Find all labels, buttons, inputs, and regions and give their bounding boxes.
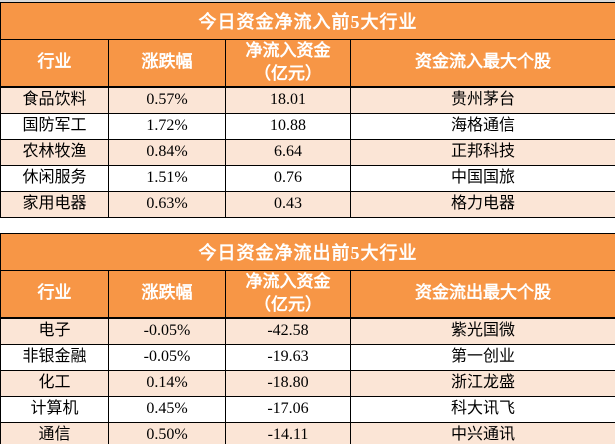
industry-cell: 休闲服务 <box>0 164 109 192</box>
outflow-header-netflow: 净流入资金 （亿元） <box>225 269 351 319</box>
net-flow-cell: -19.63 <box>225 343 351 371</box>
table-row: 休闲服务 1.51% 0.76 中国国旅 <box>0 164 615 192</box>
inflow-header-industry: 行业 <box>0 38 109 88</box>
inflow-header-top-stock: 资金流入最大个股 <box>350 38 615 88</box>
top-stock-cell: 中兴通讯 <box>350 421 615 444</box>
change-cell: 0.14% <box>108 369 226 397</box>
outflow-header-top-stock: 资金流出最大个股 <box>350 269 615 319</box>
top-stock-cell: 科大讯飞 <box>350 395 615 423</box>
table-gap <box>0 217 615 233</box>
net-flow-cell: 10.88 <box>225 112 351 140</box>
table-row: 农林牧渔 0.84% 6.64 正邦科技 <box>0 138 615 166</box>
inflow-header-change: 涨跌幅 <box>108 38 226 88</box>
table-row: 食品饮料 0.57% 18.01 贵州茅台 <box>0 86 615 114</box>
inflow-table-body: 食品饮料 0.57% 18.01 贵州茅台 国防军工 1.72% 10.88 海格通信 农林牧渔… <box>0 86 615 218</box>
outflow-header-change: 涨跌幅 <box>108 269 226 319</box>
table-row: 家用电器 0.63% 0.43 格力电器 <box>0 190 615 218</box>
change-cell: -0.05% <box>108 317 226 345</box>
table-row: 化工 0.14% -18.80 浙江龙盛 <box>0 369 615 397</box>
top-stock-cell: 正邦科技 <box>350 138 615 166</box>
change-cell: 1.51% <box>108 164 226 192</box>
industry-cell: 国防军工 <box>0 112 109 140</box>
outflow-header-industry: 行业 <box>0 269 109 319</box>
inflow-table: 今日资金净流入前5大行业 行业 涨跌幅 净流入资金 （亿元） 资金流入最大个股 … <box>0 2 615 218</box>
net-flow-cell: -17.06 <box>225 395 351 423</box>
industry-cell: 化工 <box>0 369 109 397</box>
net-flow-cell: -18.80 <box>225 369 351 397</box>
change-cell: 0.45% <box>108 395 226 423</box>
industry-cell: 家用电器 <box>0 190 109 218</box>
top-stock-cell: 海格通信 <box>350 112 615 140</box>
industry-cell: 电子 <box>0 317 109 345</box>
net-flow-cell: 0.43 <box>225 190 351 218</box>
inflow-header-netflow: 净流入资金 （亿元） <box>225 38 351 88</box>
inflow-table-title: 今日资金净流入前5大行业 <box>0 2 615 40</box>
table-row: 电子 -0.05% -42.58 紫光国微 <box>0 317 615 345</box>
table-row: 通信 0.50% -14.11 中兴通讯 <box>0 421 615 444</box>
outflow-title-row: 今日资金净流出前5大行业 <box>0 232 615 271</box>
table-row: 国防军工 1.72% 10.88 海格通信 <box>0 112 615 140</box>
inflow-title-row: 今日资金净流入前5大行业 <box>0 2 615 40</box>
change-cell: 0.57% <box>108 86 226 114</box>
top-stock-cell: 浙江龙盛 <box>350 369 615 397</box>
change-cell: 1.72% <box>108 112 226 140</box>
top-stock-cell: 紫光国微 <box>350 317 615 345</box>
net-flow-cell: -42.58 <box>225 317 351 345</box>
outflow-table: 今日资金净流出前5大行业 行业 涨跌幅 净流入资金 （亿元） 资金流出最大个股 … <box>0 232 615 444</box>
table-row: 非银金融 -0.05% -19.63 第一创业 <box>0 343 615 371</box>
inflow-header-row: 行业 涨跌幅 净流入资金 （亿元） 资金流入最大个股 <box>0 38 615 88</box>
top-stock-cell: 贵州茅台 <box>350 86 615 114</box>
top-stock-cell: 格力电器 <box>350 190 615 218</box>
change-cell: 0.50% <box>108 421 226 444</box>
net-flow-cell: 0.76 <box>225 164 351 192</box>
industry-cell: 非银金融 <box>0 343 109 371</box>
outflow-table-title: 今日资金净流出前5大行业 <box>0 232 615 271</box>
outflow-table-body: 电子 -0.05% -42.58 紫光国微 非银金融 -0.05% -19.63 第一创业 化工… <box>0 317 615 444</box>
outflow-header-row: 行业 涨跌幅 净流入资金 （亿元） 资金流出最大个股 <box>0 269 615 319</box>
top-stock-cell: 第一创业 <box>350 343 615 371</box>
net-flow-cell: 6.64 <box>225 138 351 166</box>
industry-cell: 食品饮料 <box>0 86 109 114</box>
industry-cell: 计算机 <box>0 395 109 423</box>
top-stock-cell: 中国国旅 <box>350 164 615 192</box>
net-flow-cell: 18.01 <box>225 86 351 114</box>
net-flow-cell: -14.11 <box>225 421 351 444</box>
change-cell: 0.84% <box>108 138 226 166</box>
change-cell: -0.05% <box>108 343 226 371</box>
change-cell: 0.63% <box>108 190 226 218</box>
table-row: 计算机 0.45% -17.06 科大讯飞 <box>0 395 615 423</box>
industry-cell: 通信 <box>0 421 109 444</box>
industry-cell: 农林牧渔 <box>0 138 109 166</box>
top-edge-strip <box>0 0 615 2</box>
